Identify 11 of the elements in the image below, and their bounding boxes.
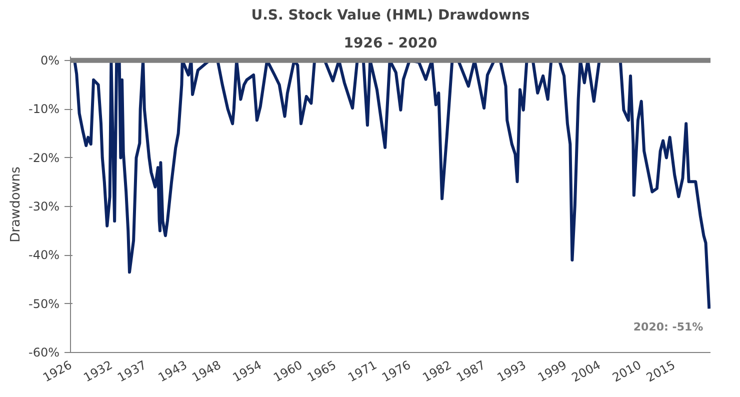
annotation: 2020: -51% — [633, 320, 704, 334]
y-tick-label: -20% — [28, 150, 60, 165]
y-tick-label: -40% — [28, 248, 60, 262]
chart-subtitle: 1926 - 2020 — [344, 36, 438, 52]
y-tick-label: 0% — [40, 53, 60, 68]
chart-title: U.S. Stock Value (HML) Drawdowns — [251, 8, 530, 24]
y-tick-label: -50% — [28, 296, 60, 311]
y-tick-label: -60% — [28, 346, 60, 360]
y-tick-label: -30% — [28, 199, 60, 214]
y-tick-label: -10% — [28, 102, 60, 116]
y-axis-title: Drawdowns — [8, 166, 24, 242]
